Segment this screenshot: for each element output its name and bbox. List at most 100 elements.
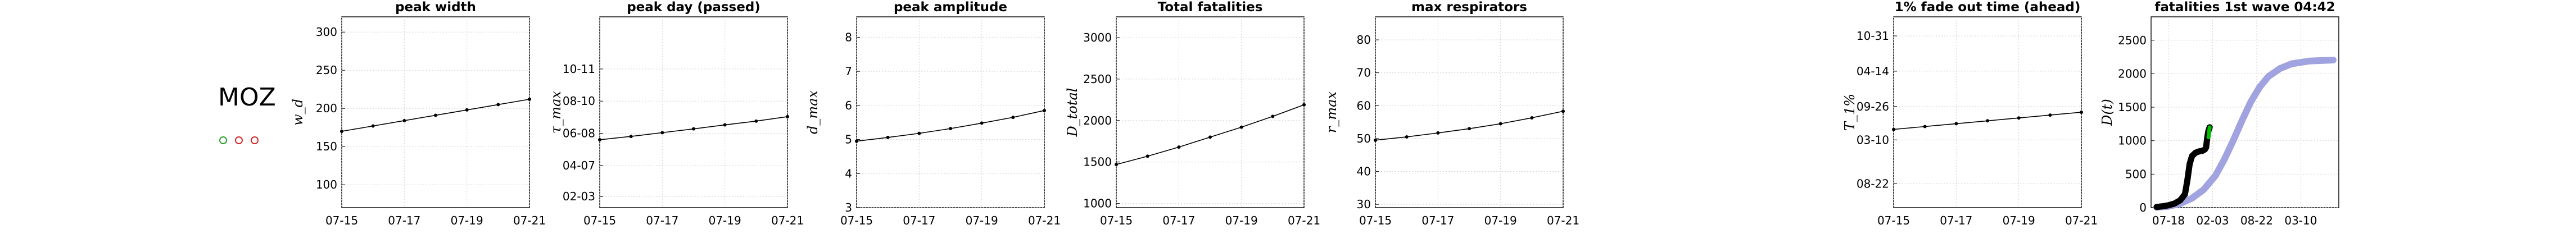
plot-frame-4 <box>1375 16 1564 208</box>
tick-label-x-3: 07-19 <box>1225 214 1258 227</box>
tick-label-y-6: 1000 <box>2118 134 2147 148</box>
data-point-4 <box>1436 131 1440 135</box>
series-line-3 <box>1116 104 1305 165</box>
tick-label-y-0: 250 <box>316 63 337 77</box>
status-dot-red-1 <box>235 136 243 144</box>
tick-label-x-1: 07-17 <box>646 214 678 227</box>
data-point-0 <box>340 130 343 133</box>
data-point-4 <box>1561 109 1565 113</box>
tick-label-y-3: 1000 <box>1083 197 1112 210</box>
data-point-2 <box>855 139 858 143</box>
data-point-5 <box>2048 113 2052 117</box>
tick-label-x-2: 07-17 <box>903 214 935 227</box>
data-point-1 <box>786 114 789 118</box>
tick-label-x-6: 08-22 <box>2240 214 2273 227</box>
data-point-1 <box>598 138 601 142</box>
tick-label-y-1: 06-08 <box>563 127 595 140</box>
tick-label-x-2: 07-19 <box>966 214 998 227</box>
data-point-2 <box>1011 116 1015 120</box>
data-point-3 <box>1146 154 1149 158</box>
tick-label-y-2: 8 <box>845 30 852 44</box>
tick-label-y-5: 03-10 <box>1857 133 1889 146</box>
chart-title-1: peak day (passed) <box>627 0 760 15</box>
tick-label-y-4: 30 <box>1357 198 1371 211</box>
plot-frame-1 <box>599 16 788 208</box>
axis-label-y-2: d_max <box>805 90 821 134</box>
tick-label-y-2: 6 <box>845 99 852 112</box>
tick-label-x-6: 02-03 <box>2196 214 2229 227</box>
data-point-5 <box>2080 111 2083 114</box>
data-point-3 <box>1239 125 1243 129</box>
chart-title-3: Total fatalities <box>1158 0 1263 15</box>
tick-label-y-5: 08-22 <box>1857 177 1889 191</box>
data-point-0 <box>371 124 375 128</box>
axis-label-y-0: w_d <box>290 99 306 126</box>
tick-label-y-2: 7 <box>845 65 852 78</box>
tick-label-x-4: 07-21 <box>1547 214 1579 227</box>
tick-label-y-4: 50 <box>1357 132 1371 145</box>
plot-frame-5 <box>1893 16 2082 208</box>
status-dot-red-2 <box>251 136 259 144</box>
tick-label-y-1: 04-07 <box>563 159 595 172</box>
data-point-0 <box>496 103 500 107</box>
series-line-2 <box>856 110 1045 142</box>
series-observed <box>2153 124 2213 210</box>
tick-label-x-4: 07-17 <box>1421 214 1454 227</box>
tick-label-y-4: 80 <box>1357 33 1371 47</box>
axis-label-y-1: τ_max <box>548 91 564 134</box>
data-point-4 <box>1374 138 1377 142</box>
axis-label-y-5: T_1% <box>1842 94 1858 131</box>
tick-label-y-0: 200 <box>316 102 337 115</box>
data-point-5 <box>1892 127 1895 131</box>
tick-label-y-3: 1500 <box>1083 155 1112 169</box>
plot-frame-2 <box>856 16 1045 208</box>
data-point-5 <box>2017 116 2021 120</box>
data-point-0 <box>434 113 437 117</box>
axis-label-y-3: D_total <box>1065 88 1080 137</box>
plot-frame-0 <box>341 16 530 208</box>
plot-frame-3 <box>1116 16 1305 208</box>
tick-label-x-2: 07-21 <box>1028 214 1061 227</box>
data-point-4 <box>1468 127 1471 131</box>
tick-label-x-0: 07-21 <box>513 214 546 227</box>
data-point-0 <box>465 108 469 112</box>
tick-label-x-1: 07-19 <box>709 214 741 227</box>
data-point-1 <box>629 135 633 139</box>
data-point-1 <box>723 123 727 127</box>
data-point-0 <box>528 97 531 101</box>
data-point-4 <box>1405 135 1409 139</box>
data-point-3 <box>1302 103 1306 107</box>
tick-label-y-6: 2000 <box>2118 67 2147 80</box>
data-point-2 <box>1043 108 1046 112</box>
chart-title-0: peak width <box>395 0 476 15</box>
tick-label-x-6: 03-10 <box>2284 214 2317 227</box>
axis-label-y-6: D(t) <box>2099 99 2115 126</box>
tick-label-y-1: 02-03 <box>563 190 595 203</box>
tick-label-y-0: 150 <box>316 140 337 153</box>
chart-title-2: peak amplitude <box>894 0 1007 15</box>
chart-title-6: fatalities 1st wave 04:42 <box>2154 0 2335 15</box>
tick-label-x-5: 07-15 <box>1877 214 1910 227</box>
series-recent <box>2206 125 2212 140</box>
tick-label-y-2: 3 <box>845 201 852 214</box>
tick-label-x-5: 07-19 <box>2003 214 2035 227</box>
chart-title-4: max respirators <box>1411 0 1527 15</box>
data-point-2 <box>980 121 984 125</box>
data-point-0 <box>402 118 406 122</box>
tick-label-x-0: 07-15 <box>325 214 358 227</box>
data-point-3 <box>1177 145 1181 149</box>
tick-label-x-4: 07-15 <box>1359 214 1392 227</box>
data-point-5 <box>1986 119 1989 123</box>
data-point-1 <box>754 119 758 123</box>
tick-label-y-6: 1500 <box>2118 100 2147 114</box>
series-line-4 <box>1375 111 1564 141</box>
tick-label-y-2: 4 <box>845 167 852 180</box>
tick-label-y-5: 09-26 <box>1857 100 1889 113</box>
tick-label-x-3: 07-21 <box>1288 214 1320 227</box>
tick-label-y-4: 60 <box>1357 99 1371 112</box>
data-point-1 <box>660 131 664 135</box>
tick-label-y-0: 300 <box>316 25 337 39</box>
data-point-5 <box>1954 122 1958 126</box>
tick-label-y-6: 2500 <box>2118 34 2147 47</box>
